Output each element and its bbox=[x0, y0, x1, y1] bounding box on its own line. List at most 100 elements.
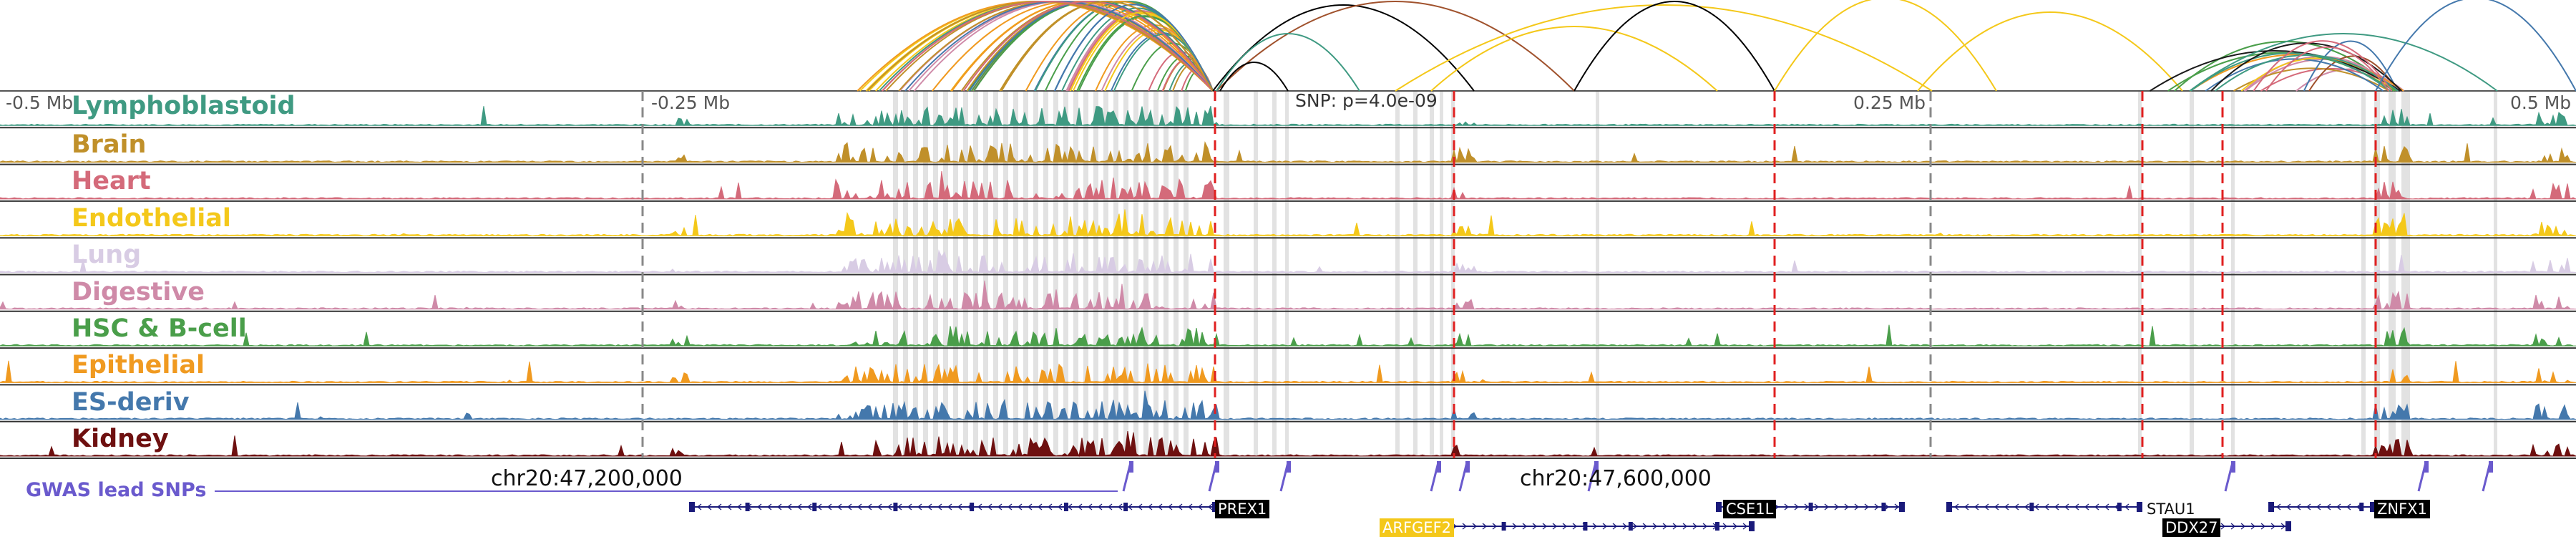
gene-model-cse1l-arrow bbox=[1894, 503, 1900, 511]
gene-model-prex1-arrow bbox=[847, 503, 852, 511]
highlight-stripe bbox=[2401, 91, 2410, 456]
gene-model-arfgef2-arrow bbox=[1652, 523, 1658, 530]
gene-model-znfx1-arrow bbox=[2346, 503, 2351, 511]
track-label-brain: Brain bbox=[72, 130, 147, 159]
gene-model-arfgef2-arrow bbox=[1532, 523, 1538, 530]
scale-label-mid-left: -0.25 Mb bbox=[651, 92, 731, 113]
gene-model-ddx27-arrow bbox=[2250, 523, 2256, 530]
gene-model-cse1l-exon bbox=[1881, 503, 1886, 511]
gene-model-prex1-exon bbox=[893, 503, 898, 511]
gene-model-cse1l-arrow bbox=[1844, 503, 1850, 511]
highlight-stripe bbox=[2231, 91, 2235, 456]
gene-model-prex1-arrow bbox=[887, 503, 892, 511]
highlight-stripe bbox=[1023, 91, 1028, 456]
loop-arc bbox=[1574, 1, 1775, 92]
gene-model-ddx27-arrow bbox=[2270, 523, 2276, 530]
gwas-snp-marker bbox=[1437, 461, 1441, 473]
loop-arc bbox=[1216, 33, 1360, 92]
highlight-stripe bbox=[1254, 91, 1258, 456]
highlight-stripe bbox=[903, 91, 908, 456]
gene-label-ddx27[interactable]: DDX27 bbox=[2162, 518, 2221, 537]
gene-label-znfx1[interactable]: ZNFX1 bbox=[2374, 500, 2430, 518]
gene-model-prex1-arrow bbox=[1057, 503, 1063, 511]
highlight-stripe bbox=[1083, 91, 1088, 456]
gene-model-arfgef2-arrow bbox=[1602, 523, 1608, 530]
gene-model-arfgef2-arrow bbox=[1472, 523, 1478, 530]
gene-model-prex1-exon bbox=[1123, 503, 1128, 511]
gene-model-stau1-exon bbox=[2117, 503, 2122, 511]
gene-model-prex1-arrow bbox=[1077, 503, 1083, 511]
gene-model-prex1-exon bbox=[812, 503, 817, 511]
gene-model-arfgef2-arrow bbox=[1612, 523, 1618, 530]
gene-label-arfgef2[interactable]: ARFGEF2 bbox=[1380, 518, 1455, 537]
gene-model-prex1-arrow bbox=[1017, 503, 1023, 511]
gene-model-ddx27-arrow bbox=[2260, 523, 2266, 530]
gene-model-stau1-exon bbox=[1946, 502, 1952, 512]
track-label-kidney: Kidney bbox=[72, 425, 169, 453]
gene-label-prex1[interactable]: PREX1 bbox=[1215, 500, 1270, 518]
loop-arc bbox=[1219, 62, 1289, 92]
gene-model-arfgef2-exon bbox=[1583, 522, 1588, 531]
highlight-stripe bbox=[1430, 91, 1434, 456]
gwas-snp-marker bbox=[1465, 461, 1470, 473]
highlight-stripe bbox=[1053, 91, 1058, 456]
gene-model-arfgef2-arrow bbox=[1732, 523, 1738, 530]
gene-model-prex1-arrow bbox=[1167, 503, 1173, 511]
highlight-stripe bbox=[1133, 91, 1138, 456]
gene-model-arfgef2-arrow bbox=[1642, 523, 1648, 530]
highlight-stripe bbox=[1224, 91, 1229, 456]
loop-arc bbox=[1025, 1, 1214, 92]
track-label-digestive: Digestive bbox=[72, 278, 205, 306]
gene-model-arfgef2-arrow bbox=[1702, 523, 1708, 530]
gene-model-prex1-arrow bbox=[867, 503, 872, 511]
gene-model-arfgef2-exon bbox=[1749, 521, 1755, 531]
gene-model-arfgef2-arrow bbox=[1522, 523, 1528, 530]
gene-model-stau1-arrow bbox=[2094, 503, 2099, 511]
gene-model-arfgef2-arrow bbox=[1742, 523, 1748, 530]
highlight-stripe bbox=[1003, 91, 1008, 456]
highlight-stripe bbox=[993, 91, 998, 456]
gene-model-znfx1-arrow bbox=[2285, 503, 2291, 511]
gene-model-prex1-arrow bbox=[696, 503, 702, 511]
gene-model-prex1-arrow bbox=[776, 503, 782, 511]
gene-label-cse1l[interactable]: CSE1L bbox=[1723, 500, 1777, 518]
gene-model-arfgef2-arrow bbox=[1562, 523, 1568, 530]
loop-arc bbox=[881, 1, 1214, 92]
highlight-stripe bbox=[1033, 91, 1038, 456]
gene-model-znfx1-arrow bbox=[2316, 503, 2321, 511]
gene-model-prex1-arrow bbox=[957, 503, 962, 511]
gwas-snp-marker bbox=[2231, 461, 2235, 473]
gene-model-stau1-arrow bbox=[2074, 503, 2079, 511]
gene-label-stau1[interactable]: STAU1 bbox=[2144, 500, 2198, 518]
track-label-es-deriv: ES-deriv bbox=[72, 388, 190, 417]
gene-model-stau1-arrow bbox=[1984, 503, 1989, 511]
gene-model-prex1-arrow bbox=[857, 503, 862, 511]
signal-track-7 bbox=[0, 360, 2576, 384]
highlight-stripe bbox=[943, 91, 948, 456]
gene-model-prex1-arrow bbox=[1007, 503, 1013, 511]
gene-model-cse1l-exon bbox=[1808, 503, 1813, 511]
gene-model-prex1-arrow bbox=[1047, 503, 1053, 511]
gene-model-prex1-exon bbox=[970, 503, 975, 511]
highlight-stripe bbox=[1174, 91, 1179, 456]
track-label-epithelial: Epithelial bbox=[72, 351, 205, 379]
loop-arc bbox=[2265, 46, 2390, 92]
gene-model-prex1-arrow bbox=[786, 503, 792, 511]
highlight-stripe bbox=[973, 91, 978, 456]
loop-arc bbox=[904, 1, 1214, 92]
gene-model-znfx1-arrow bbox=[2336, 503, 2341, 511]
gene-model-stau1-arrow bbox=[2004, 503, 2009, 511]
signal-track-0 bbox=[0, 105, 2576, 127]
gene-model-arfgef2-exon bbox=[1501, 522, 1506, 531]
gene-model-cse1l-arrow bbox=[1864, 503, 1870, 511]
gene-model-prex1-arrow bbox=[1117, 503, 1123, 511]
scale-label-mid-right: 0.25 Mb bbox=[1853, 92, 1926, 113]
signal-track-2 bbox=[0, 170, 2576, 200]
highlight-stripe bbox=[1103, 91, 1108, 456]
gene-model-stau1-exon bbox=[2029, 503, 2034, 511]
gene-model-stau1-arrow bbox=[1994, 503, 1999, 511]
gene-model-arfgef2-arrow bbox=[1572, 523, 1578, 530]
gene-model-prex1-arrow bbox=[1197, 503, 1203, 511]
gene-model-prex1-arrow bbox=[877, 503, 882, 511]
